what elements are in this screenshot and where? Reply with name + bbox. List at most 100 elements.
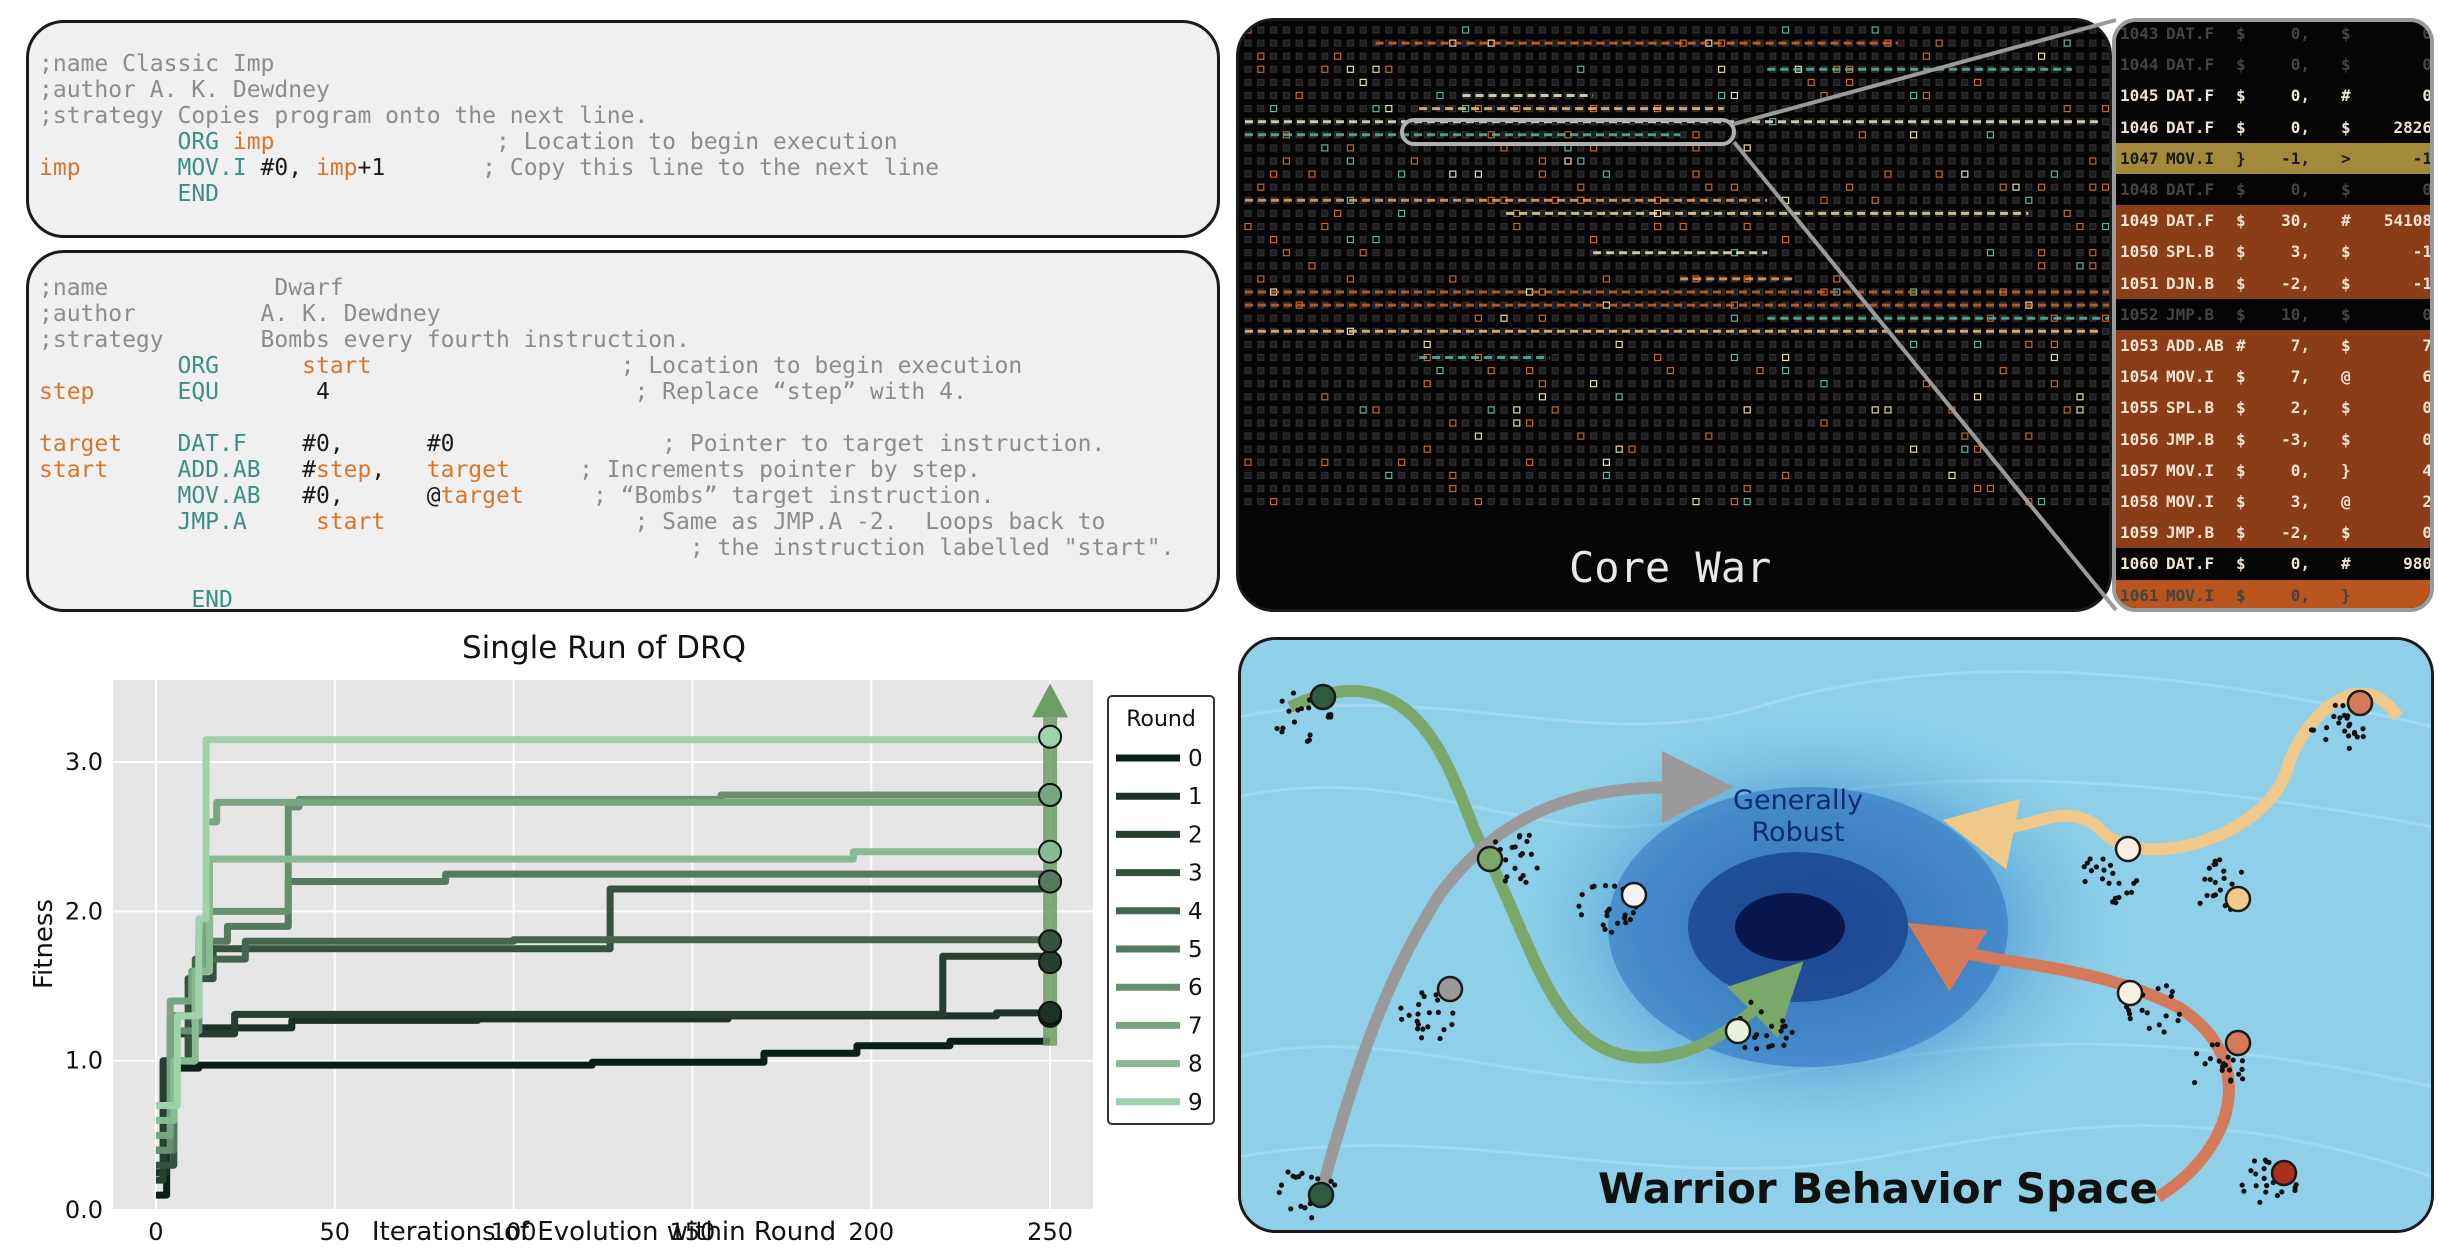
legend-label: 1 <box>1188 784 1203 810</box>
population-dot <box>2279 1189 2285 1195</box>
population-dot <box>2101 867 2107 873</box>
population-dot <box>1276 1189 1282 1196</box>
population-dot <box>2088 868 2095 874</box>
population-dot <box>1286 708 1292 714</box>
population-dot <box>2253 1183 2259 1189</box>
memory-addr: 1051 <box>2120 273 2159 293</box>
code-token: start <box>315 509 386 535</box>
memory-a: $ <box>2236 398 2246 418</box>
code-token: start <box>39 457 109 483</box>
memory-av: 0, <box>2290 86 2310 106</box>
memory-bv: 0 <box>2422 24 2432 43</box>
memory-b: $ <box>2341 273 2351 293</box>
imp-code-panel: ;name Classic Imp ;author A. K. Dewdney ;s… <box>26 20 1220 238</box>
population-dot <box>2081 864 2087 870</box>
imp-line: ORG imp ; Location to begin execution <box>39 129 939 155</box>
memory-bv: -1 <box>2412 273 2432 293</box>
legend-label: 3 <box>1188 861 1203 887</box>
x-axis-label: Iterations of Evolution within Round <box>372 1217 836 1247</box>
population-dot <box>2082 878 2088 885</box>
memory-row: 1051 DJN.B $ -2, $ -1 <box>2116 267 2432 300</box>
population-dot <box>1754 1032 1760 1038</box>
code-token <box>219 353 302 379</box>
y-tick-label: 1.0 <box>65 1047 103 1075</box>
memory-av: 0, <box>2290 117 2310 137</box>
round-endpoint-7 <box>1038 782 1063 807</box>
memory-av: 30, <box>2281 211 2310 231</box>
code-token: # <box>260 457 316 483</box>
population-dot <box>1279 729 1285 735</box>
population-dot <box>1630 910 1636 916</box>
memory-bv: 0 <box>2422 429 2432 449</box>
population-dot <box>2168 993 2174 999</box>
series-line-round-5 <box>155 870 1051 1154</box>
population-dot <box>2263 1189 2269 1195</box>
population-dot <box>2240 1076 2246 1082</box>
memory-bv: -1 <box>2412 242 2432 262</box>
imp-line: imp MOV.I #0, imp+1 ; Copy this line to … <box>39 155 939 181</box>
population-dot <box>2126 1011 2133 1017</box>
population-dot <box>2169 989 2175 995</box>
memory-row: 1052 JMP.B $10, $0 <box>2116 298 2432 331</box>
memory-addr: 1044 <box>2120 55 2159 75</box>
memory-b: # <box>2341 211 2351 231</box>
population-dot <box>1602 926 1608 932</box>
code-token: target <box>426 457 510 483</box>
population-dot <box>1278 1182 1285 1188</box>
memory-b: $ <box>2341 429 2351 449</box>
memory-addr: 1058 <box>2120 492 2159 511</box>
population-dot <box>2360 733 2366 740</box>
population-dot <box>2100 856 2106 862</box>
population-dot <box>1780 1018 1786 1024</box>
memory-addr: 1045 <box>2120 86 2159 106</box>
x-tick-label: 250 <box>1027 1218 1073 1246</box>
population-dot <box>2127 1016 2133 1022</box>
code-token <box>39 483 177 509</box>
population-dot <box>2261 1175 2267 1181</box>
memory-av: 0, <box>2290 24 2310 43</box>
dwarf-line: MOV.AB #0, @target ; “Bombs” target inst… <box>39 483 1174 509</box>
population-dot <box>2239 1058 2246 1064</box>
memory-a: $ <box>2236 460 2246 480</box>
population-dot <box>1742 1044 1748 1051</box>
population-dot <box>1622 912 1628 918</box>
memory-row: 1056 JMP.B $ -3, $0 <box>2116 423 2432 456</box>
population-dot <box>1517 833 1523 839</box>
population-dot <box>2236 1071 2242 1077</box>
memory-bv: 0 <box>2422 523 2432 543</box>
population-dot <box>2211 861 2217 868</box>
memory-bv: 0 <box>2422 55 2432 75</box>
memory-addr: 1056 <box>2120 429 2159 449</box>
population-dot <box>1434 997 1441 1003</box>
memory-bv: 980 <box>2403 554 2432 574</box>
population-dot <box>2292 1187 2298 1194</box>
code-token: EQU <box>177 379 220 405</box>
code-token <box>39 353 177 379</box>
memory-op: DAT.F <box>2166 211 2215 231</box>
memory-av: 10, <box>2281 304 2310 324</box>
population-dot <box>1414 1018 1420 1024</box>
memory-bv: 0 <box>2422 304 2432 324</box>
population-dot <box>2212 879 2218 885</box>
population-dot <box>1502 878 1508 884</box>
progress-arrow-head <box>1032 683 1069 718</box>
population-dot <box>2323 736 2329 743</box>
population-dot <box>2093 864 2100 870</box>
population-dot <box>2193 1051 2200 1057</box>
population-dot <box>1579 891 1585 898</box>
memory-b: } <box>2341 585 2351 605</box>
chart-title: Single Run of DRQ <box>462 630 746 666</box>
memory-op: ADD.AB <box>2166 336 2224 355</box>
population-dot <box>1600 922 1606 928</box>
population-dot <box>1416 1001 1422 1008</box>
population-dot <box>2221 875 2227 881</box>
population-dot <box>1534 865 1540 871</box>
code-token: imp <box>315 155 358 181</box>
population-dot <box>1328 714 1334 720</box>
code-token: ; Increments pointer by step. <box>579 457 981 483</box>
population-dot <box>2204 892 2210 899</box>
memory-row: 1057 MOV.I $0,} 4 <box>2116 454 2430 487</box>
population-dot <box>2230 1057 2236 1063</box>
population-dot <box>2110 870 2116 876</box>
code-token: ; Copy this line to the next line <box>482 155 940 181</box>
